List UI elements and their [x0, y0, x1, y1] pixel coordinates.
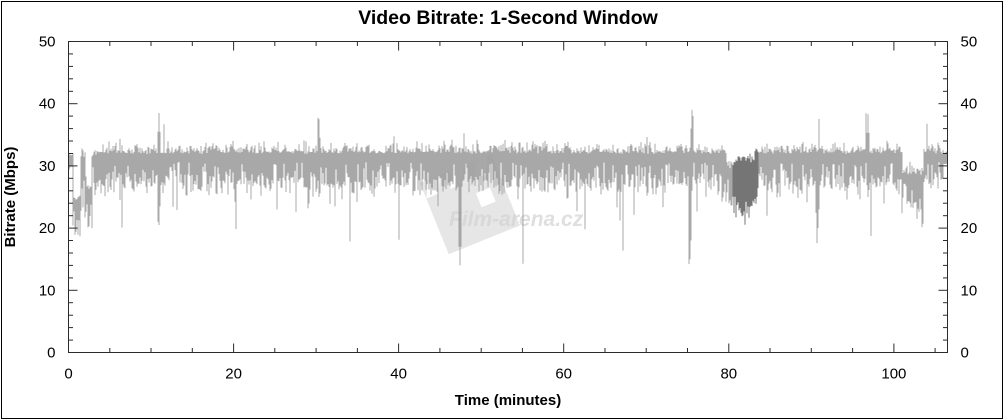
svg-text:Film-arena.cz: Film-arena.cz [449, 208, 584, 231]
svg-text:0: 0 [64, 366, 72, 383]
svg-text:Time (minutes): Time (minutes) [455, 392, 561, 409]
svg-text:20: 20 [39, 220, 56, 237]
svg-text:30: 30 [39, 158, 56, 175]
svg-text:20: 20 [961, 220, 978, 237]
svg-text:50: 50 [39, 34, 56, 51]
svg-text:Video Bitrate: 1-Second Window: Video Bitrate: 1-Second Window [358, 7, 658, 29]
svg-text:40: 40 [39, 96, 56, 113]
svg-text:0: 0 [47, 345, 55, 362]
svg-text:20: 20 [225, 366, 242, 383]
svg-text:50: 50 [961, 34, 978, 51]
svg-text:40: 40 [961, 96, 978, 113]
svg-text:10: 10 [39, 282, 56, 299]
svg-text:60: 60 [555, 366, 572, 383]
svg-text:10: 10 [961, 282, 978, 299]
svg-text:Bitrate (Mbps): Bitrate (Mbps) [2, 147, 19, 248]
svg-text:100: 100 [881, 366, 906, 383]
svg-text:0: 0 [961, 345, 969, 362]
svg-text:80: 80 [720, 366, 737, 383]
svg-text:40: 40 [390, 366, 407, 383]
svg-text:30: 30 [961, 158, 978, 175]
